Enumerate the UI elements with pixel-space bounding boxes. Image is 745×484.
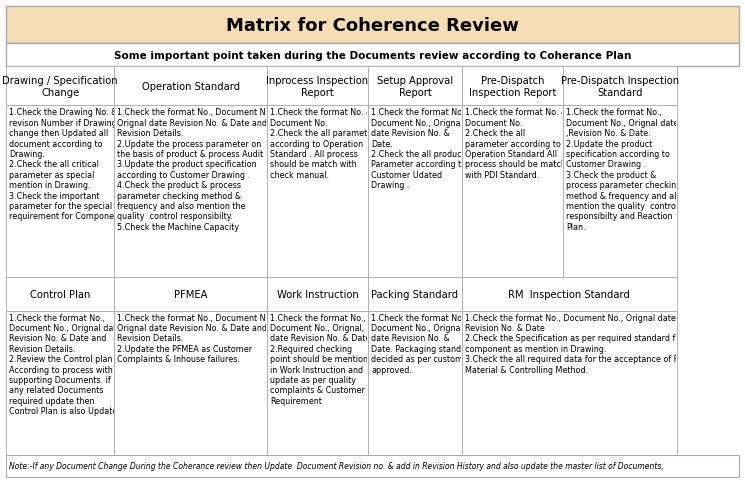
Bar: [115, 311, 267, 455]
Text: 1.Check the format No. &
Document No.
2.Check the all parameter
according to Ope: 1.Check the format No. & Document No. 2.…: [270, 108, 375, 180]
Text: Work Instruction: Work Instruction: [276, 289, 358, 299]
Bar: [462, 67, 563, 106]
Bar: [462, 277, 676, 311]
Bar: [267, 67, 368, 106]
Text: 1.Check the format No.,
Document No., Orignal,
date Revision No. &
Date. Packagi: 1.Check the format No., Document No., Or…: [371, 313, 475, 374]
Bar: [267, 277, 368, 311]
Bar: [6, 277, 115, 311]
Text: 1.Check the format No. &
Document No.
2.Check the all
parameter according to
Ope: 1.Check the format No. & Document No. 2.…: [465, 108, 567, 180]
Bar: [267, 106, 368, 277]
Text: 1.Check the format No., Document No., Orignal date
Revision No. & Date
2.Check t: 1.Check the format No., Document No., Or…: [465, 313, 691, 374]
Text: Note:-If any Document Change During the Coherance review then Update  Document R: Note:-If any Document Change During the …: [9, 461, 664, 470]
Text: Packing Standard: Packing Standard: [372, 289, 459, 299]
Text: 1.Check the format No.,
Document No., Orignal,
date Revision No. & Date.
2.Requi: 1.Check the format No., Document No., Or…: [270, 313, 373, 405]
Text: Matrix for Coherence Review: Matrix for Coherence Review: [226, 17, 519, 35]
Bar: [115, 106, 267, 277]
Bar: [6, 67, 115, 106]
Bar: [6, 106, 115, 277]
Bar: [368, 106, 462, 277]
Text: Some important point taken during the Documents review according to Coherance Pl: Some important point taken during the Do…: [114, 51, 631, 60]
Text: PFMEA: PFMEA: [174, 289, 207, 299]
Text: 1.Check the format No.,
Document No., Orignal
date Revision No. &
Date.
2.Check : 1.Check the format No., Document No., Or…: [371, 108, 467, 190]
Text: Pre-Dispatch
Inspection Report: Pre-Dispatch Inspection Report: [469, 76, 557, 97]
Bar: [6, 7, 739, 44]
Text: Operation Standard: Operation Standard: [142, 82, 240, 91]
Bar: [563, 106, 676, 277]
Text: 1.Check the format No.,
Document No., Orignal date
Revision No. & Date and
Revis: 1.Check the format No., Document No., Or…: [9, 313, 121, 415]
Bar: [563, 67, 676, 106]
Bar: [6, 311, 115, 455]
Bar: [115, 67, 267, 106]
Text: 1.Check the format No.,
Document No., Orignal date
,Revision No. & Date.
2.Updat: 1.Check the format No., Document No., Or…: [566, 108, 685, 231]
Bar: [6, 455, 739, 477]
Text: 1.Check the format No., Document No.,
Orignal date Revision No. & Date and
Revis: 1.Check the format No., Document No., Or…: [118, 108, 276, 231]
Bar: [368, 67, 462, 106]
Bar: [462, 106, 563, 277]
Bar: [368, 311, 462, 455]
Text: Setup Approval
Report: Setup Approval Report: [377, 76, 453, 97]
Bar: [6, 44, 739, 67]
Text: 1.Check the format No., Document No.,
Orignal date Revision No. & Date and
Revis: 1.Check the format No., Document No., Or…: [118, 313, 276, 363]
Text: Inprocess Inspection
Report: Inprocess Inspection Report: [267, 76, 369, 97]
Text: RM  Inspection Standard: RM Inspection Standard: [508, 289, 630, 299]
Bar: [267, 311, 368, 455]
Bar: [115, 277, 267, 311]
Text: Drawing / Specification
Change: Drawing / Specification Change: [2, 76, 118, 97]
Bar: [368, 277, 462, 311]
Bar: [462, 311, 676, 455]
Text: 1.Check the Drawing No. &
revison Number if Drawing
change then Updated all
docu: 1.Check the Drawing No. & revison Number…: [9, 108, 124, 221]
Text: Control Plan: Control Plan: [30, 289, 90, 299]
Text: Pre-Dispatch Inspection
Standard: Pre-Dispatch Inspection Standard: [561, 76, 679, 97]
